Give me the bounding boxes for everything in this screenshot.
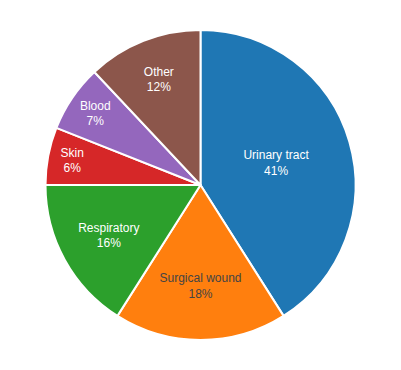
svg-text:Other12%: Other12%	[144, 65, 174, 95]
svg-text:Urinary tract41%: Urinary tract41%	[243, 148, 309, 178]
svg-text:Blood7%: Blood7%	[80, 99, 111, 129]
svg-text:Surgical wound18%: Surgical wound18%	[159, 271, 241, 301]
svg-text:Skin6%: Skin6%	[61, 146, 84, 176]
svg-text:Respiratory16%: Respiratory16%	[78, 221, 139, 251]
